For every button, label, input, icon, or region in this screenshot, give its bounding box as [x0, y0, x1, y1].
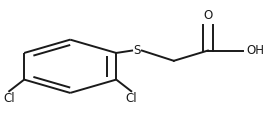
Text: OH: OH — [246, 44, 264, 57]
Text: O: O — [203, 9, 213, 22]
Text: S: S — [133, 44, 141, 57]
Text: Cl: Cl — [125, 92, 137, 105]
Text: Cl: Cl — [3, 92, 15, 105]
